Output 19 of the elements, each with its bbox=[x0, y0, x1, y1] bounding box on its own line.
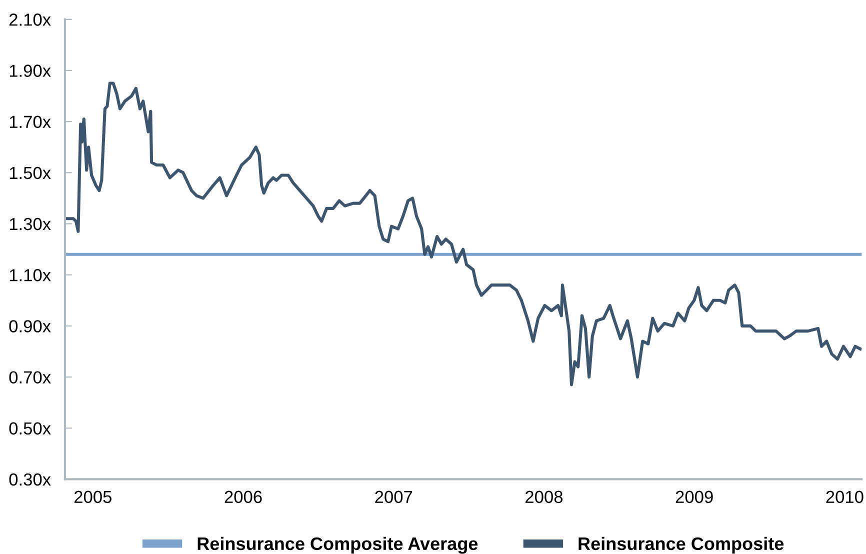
legend-label: Reinsurance Composite bbox=[578, 536, 784, 554]
x-tick-label: 2010 bbox=[826, 490, 864, 504]
x-tick-label: 2006 bbox=[224, 490, 262, 504]
y-tick-label: 0.90x bbox=[9, 320, 51, 332]
y-tick-label: 2.10x bbox=[9, 14, 51, 26]
y-tick-label: 1.70x bbox=[10, 116, 51, 128]
x-tick-label: 2007 bbox=[375, 490, 412, 504]
x-tick-label: 2005 bbox=[74, 490, 112, 504]
y-tick-label: 1.90x bbox=[10, 64, 51, 77]
y-tick-label: 0.70x bbox=[9, 371, 51, 384]
x-tick-label: 2009 bbox=[676, 490, 713, 504]
y-tick-label: 1.30x bbox=[10, 218, 51, 230]
legend-label: Reinsurance Composite Average bbox=[198, 536, 478, 554]
y-tick-label: 0.30x bbox=[9, 473, 51, 486]
y-tick-label: 0.50x bbox=[9, 422, 51, 435]
x-tick-label: 2008 bbox=[526, 490, 563, 504]
line-series bbox=[65, 82, 862, 386]
y-tick-label: 1.50x bbox=[10, 166, 51, 180]
y-tick-label: 1.10x bbox=[10, 269, 51, 282]
